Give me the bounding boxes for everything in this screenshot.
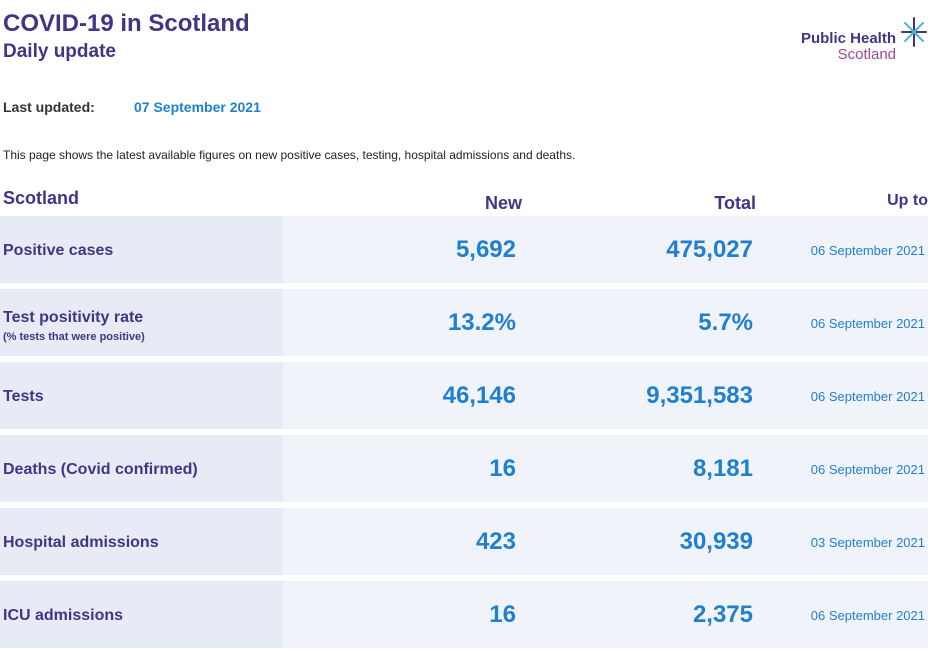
row-label: ICU admissions bbox=[3, 607, 124, 624]
column-header-new: New bbox=[484, 193, 522, 213]
new-value: 16 bbox=[489, 455, 516, 482]
table-row: Deaths (Covid confirmed) 16 8,181 06 Sep… bbox=[0, 435, 928, 502]
up-to-date: 06 September 2021 bbox=[810, 389, 925, 404]
up-to-date: 06 September 2021 bbox=[810, 243, 925, 258]
total-value: 2,375 bbox=[692, 601, 753, 628]
row-label: Test positivity rate bbox=[3, 309, 144, 326]
table-row: Hospital admissions 423 30,939 03 Septem… bbox=[0, 508, 928, 575]
star-icon bbox=[901, 17, 927, 47]
row-label: Hospital admissions bbox=[3, 534, 159, 551]
logo-text-line2: Scotland bbox=[837, 46, 896, 63]
new-value: 13.2% bbox=[447, 309, 516, 336]
column-header-total: Total bbox=[714, 193, 756, 213]
intro-text: This page shows the latest available fig… bbox=[3, 148, 576, 162]
up-to-date: 06 September 2021 bbox=[810, 462, 925, 477]
row-sublabel: (% tests that were positive) bbox=[3, 331, 145, 343]
new-value: 46,146 bbox=[442, 382, 516, 409]
total-value: 30,939 bbox=[679, 528, 753, 555]
up-to-date: 06 September 2021 bbox=[810, 608, 925, 623]
stats-table: Positive cases 5,692 475,027 06 Septembe… bbox=[0, 216, 928, 654]
public-health-scotland-logo: Public Health Scotland bbox=[794, 16, 934, 66]
column-header-region: Scotland bbox=[3, 188, 80, 208]
logo-text-line1: Public Health bbox=[800, 30, 896, 47]
row-label: Deaths (Covid confirmed) bbox=[3, 461, 198, 478]
table-row: Test positivity rate (% tests that were … bbox=[0, 289, 928, 356]
table-row: Positive cases 5,692 475,027 06 Septembe… bbox=[0, 216, 928, 283]
new-value: 423 bbox=[475, 528, 516, 555]
total-value: 9,351,583 bbox=[646, 382, 753, 409]
last-updated-label: Last updated: bbox=[3, 99, 95, 115]
table-row: Tests 46,146 9,351,583 06 September 2021 bbox=[0, 362, 928, 429]
column-header-up-to: Up to bbox=[887, 192, 928, 209]
page-subtitle: Daily update bbox=[3, 41, 116, 62]
total-value: 8,181 bbox=[692, 455, 753, 482]
total-value: 475,027 bbox=[666, 236, 753, 263]
up-to-date: 03 September 2021 bbox=[810, 535, 925, 550]
new-value: 16 bbox=[489, 601, 516, 628]
page-title: COVID-19 in Scotland bbox=[3, 10, 250, 37]
up-to-date: 06 September 2021 bbox=[810, 316, 925, 331]
total-value: 5.7% bbox=[698, 309, 753, 336]
last-updated-value: 07 September 2021 bbox=[134, 99, 261, 115]
new-value: 5,692 bbox=[455, 236, 516, 263]
table-row: ICU admissions 16 2,375 06 September 202… bbox=[0, 581, 928, 648]
row-label: Positive cases bbox=[3, 242, 114, 259]
row-label: Tests bbox=[3, 388, 44, 405]
